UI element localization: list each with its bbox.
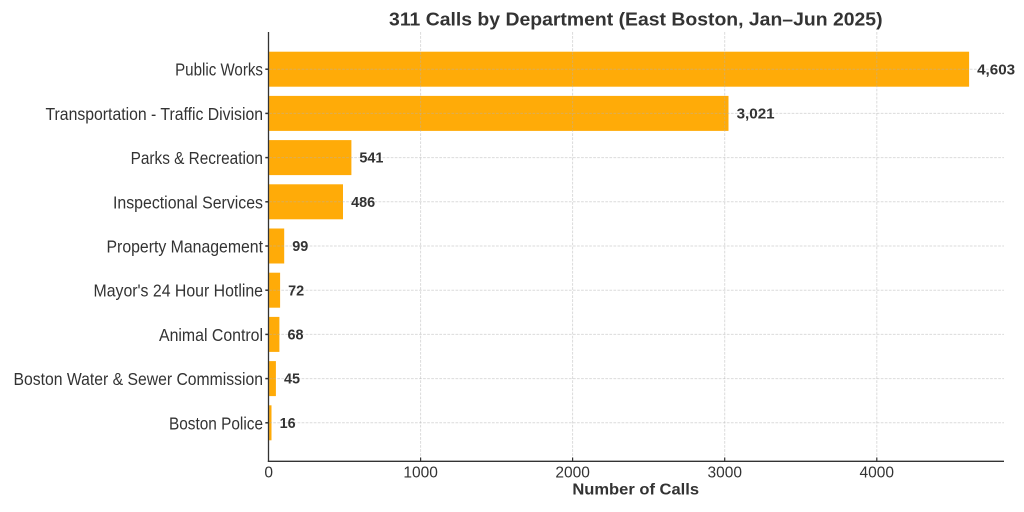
svg-text:3,021: 3,021 — [737, 107, 775, 123]
svg-text:1000: 1000 — [403, 465, 438, 482]
svg-text:Boston Water & Sewer Commissio: Boston Water & Sewer Commission — [14, 369, 264, 389]
svg-text:311 Calls by Department (East: 311 Calls by Department (East Boston, Ja… — [389, 9, 883, 30]
svg-text:Public Works: Public Works — [175, 60, 263, 80]
svg-text:Inspectional Services: Inspectional Services — [113, 192, 263, 212]
svg-text:68: 68 — [288, 328, 304, 344]
svg-text:16: 16 — [280, 416, 296, 432]
svg-text:Transportation - Traffic Divis: Transportation - Traffic Division — [46, 104, 264, 124]
svg-text:0: 0 — [264, 465, 273, 482]
svg-text:4000: 4000 — [860, 465, 895, 482]
svg-text:541: 541 — [359, 151, 383, 167]
svg-text:Boston Police: Boston Police — [169, 413, 263, 433]
svg-text:2000: 2000 — [555, 465, 590, 482]
svg-text:72: 72 — [288, 283, 304, 299]
svg-text:3000: 3000 — [707, 465, 742, 482]
svg-text:Mayor's 24 Hour Hotline: Mayor's 24 Hour Hotline — [94, 281, 264, 301]
svg-text:Animal Control: Animal Control — [159, 325, 263, 345]
svg-text:Property Management: Property Management — [107, 237, 264, 257]
svg-text:Number of Calls: Number of Calls — [572, 481, 699, 498]
svg-text:4,603: 4,603 — [977, 62, 1015, 78]
svg-text:99: 99 — [292, 239, 308, 255]
svg-text:Parks & Recreation: Parks & Recreation — [131, 148, 263, 168]
svg-text:486: 486 — [351, 195, 375, 211]
svg-text:45: 45 — [284, 372, 300, 388]
